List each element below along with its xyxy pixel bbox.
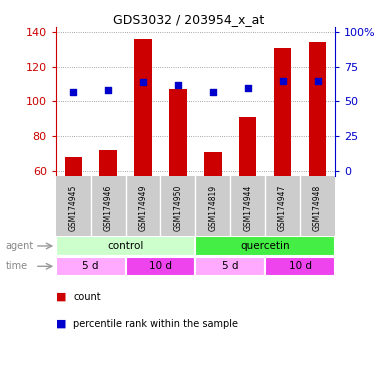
Text: GSM174947: GSM174947 [278,185,287,231]
Text: GSM174949: GSM174949 [139,185,147,231]
Text: ■: ■ [56,292,66,302]
Bar [195,236,335,256]
Text: GDS3032 / 203954_x_at: GDS3032 / 203954_x_at [113,13,264,26]
Text: quercetin: quercetin [240,241,290,251]
Bar [239,117,256,176]
Point [105,87,111,93]
Point [175,82,181,88]
Text: time: time [6,261,28,271]
Point [244,84,251,91]
Text: GSM174950: GSM174950 [173,185,182,231]
Bar [65,157,82,176]
Bar [309,43,326,176]
Point [140,79,146,85]
Point [210,89,216,95]
Text: GSM174945: GSM174945 [69,185,78,231]
Point [315,78,321,84]
Bar [274,48,291,176]
Text: 5 d: 5 d [82,261,99,271]
Text: 5 d: 5 d [222,261,239,271]
Point [280,78,286,84]
Text: percentile rank within the sample: percentile rank within the sample [73,319,238,329]
Bar [204,152,221,176]
Bar [56,236,195,256]
Text: GSM174819: GSM174819 [208,185,218,231]
Point [70,89,76,95]
Bar [265,257,335,276]
Bar [195,257,265,276]
Text: 10 d: 10 d [289,261,311,271]
Text: ■: ■ [56,319,66,329]
Text: GSM174944: GSM174944 [243,185,252,231]
Bar [134,39,152,176]
Text: agent: agent [6,241,34,251]
Bar [99,150,117,176]
Bar [126,257,195,276]
Text: control: control [107,241,144,251]
Text: count: count [73,292,101,302]
Bar [169,89,187,176]
Text: GSM174948: GSM174948 [313,185,322,231]
Bar [56,257,126,276]
Text: 10 d: 10 d [149,261,172,271]
Text: GSM174946: GSM174946 [104,185,113,231]
